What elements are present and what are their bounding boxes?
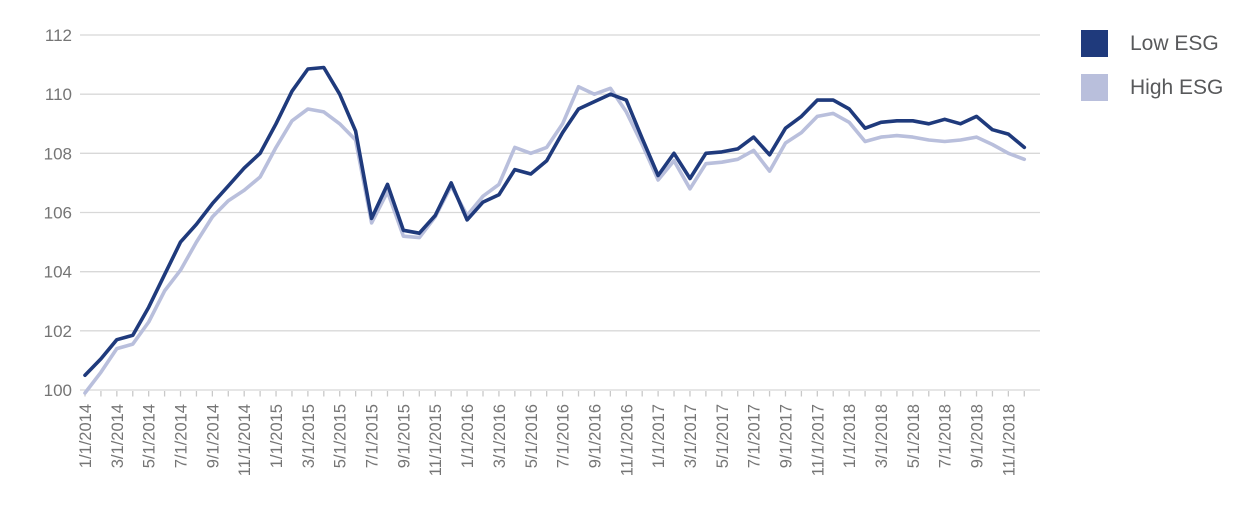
legend-item-high-esg: High ESG [1081,74,1223,101]
x-axis-label: 7/1/2015 [364,404,382,468]
x-axis-label: 11/1/2014 [236,404,254,476]
x-axis-label: 5/1/2016 [523,404,541,468]
x-axis-label: 5/1/2014 [141,404,159,468]
x-axis-label: 9/1/2018 [969,404,987,468]
x-axis-label: 9/1/2016 [586,404,604,468]
high-esg-line [83,85,1027,395]
x-axis-label: 9/1/2015 [395,404,413,468]
y-axis-label: 108 [44,144,72,163]
x-axis-label: 5/1/2015 [332,404,350,468]
x-axis-label: 7/1/2018 [937,404,955,468]
legend-label-low-esg: Low ESG [1130,31,1219,55]
x-axis-label: 11/1/2017 [809,404,827,476]
x-axis-label: 11/1/2018 [1000,404,1018,476]
y-axis-label: 100 [44,381,72,400]
x-axis-label: 1/1/2014 [77,404,95,468]
x-axis-label: 7/1/2016 [555,404,573,468]
x-axis-label: 3/1/2016 [491,404,509,468]
y-axis-label: 110 [45,85,72,104]
x-axis-label: 1/1/2016 [459,404,477,468]
y-axis-label: 104 [44,263,72,282]
x-axis-label: 3/1/2018 [873,404,891,468]
x-axis-label: 1/1/2018 [841,404,859,468]
legend-item-low-esg: Low ESG [1081,30,1223,57]
x-axis-label: 9/1/2014 [204,404,222,468]
legend: Low ESG High ESG [1081,30,1223,101]
x-axis-label: 9/1/2017 [777,404,795,468]
legend-label-high-esg: High ESG [1130,75,1224,99]
x-axis-label: 1/1/2017 [650,404,668,468]
y-axis-label: 106 [44,204,72,223]
low-esg-line [83,65,1027,378]
x-axis-label: 3/1/2014 [109,404,127,468]
low-esg-swatch [1081,30,1108,57]
high-esg-swatch [1081,74,1108,101]
x-axis-label: 7/1/2014 [173,404,191,468]
x-axis-label: 7/1/2017 [746,404,764,468]
x-axis-label: 11/1/2015 [427,404,445,476]
x-axis-label: 3/1/2015 [300,404,318,468]
x-axis-label: 5/1/2017 [714,404,732,468]
y-axis-label: 112 [45,26,72,45]
x-axis-label: 5/1/2018 [905,404,923,468]
y-axis-label: 102 [44,322,72,341]
x-axis-label: 3/1/2017 [682,404,700,468]
x-axis-label: 1/1/2015 [268,404,286,468]
x-axis-label: 11/1/2016 [618,404,636,476]
